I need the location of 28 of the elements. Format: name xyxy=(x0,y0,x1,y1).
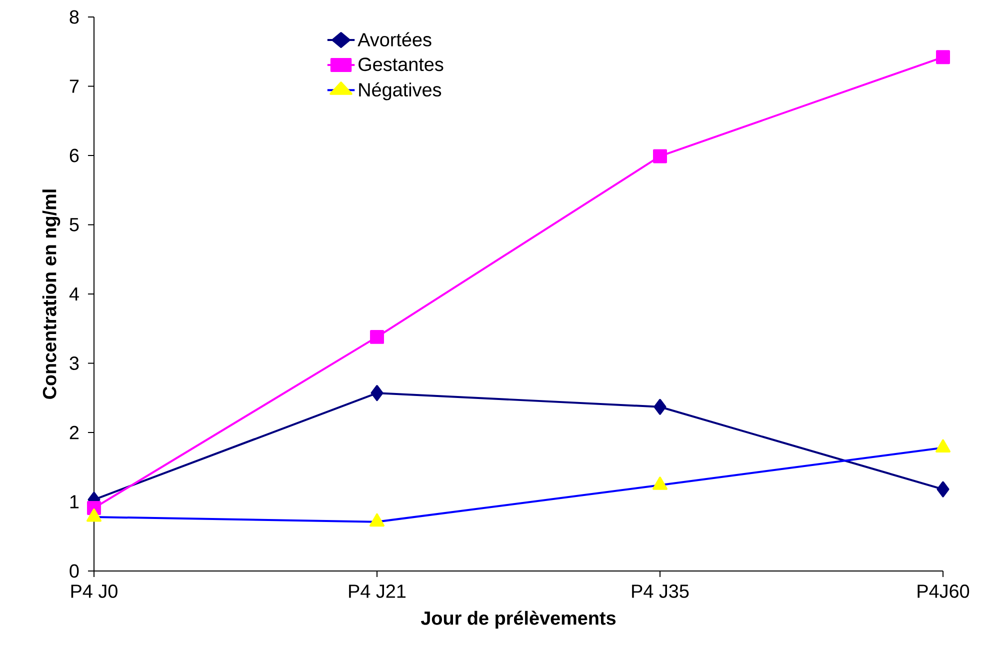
y-tick-label: 6 xyxy=(70,148,79,162)
legend-label: Négatives xyxy=(359,82,442,100)
point xyxy=(936,439,951,452)
point xyxy=(936,481,950,498)
point xyxy=(370,513,384,527)
legend-label: Gestantes xyxy=(358,58,444,72)
y-axis-title: Concentration en ng/ml xyxy=(42,190,60,399)
point xyxy=(370,330,384,344)
y-tick-label: 7 xyxy=(70,80,79,93)
point xyxy=(370,385,384,402)
y-tick-label: 1 xyxy=(70,495,79,508)
y-tick-label: 8 xyxy=(70,10,79,24)
x-tick-label: P4 J21 xyxy=(349,584,406,598)
point xyxy=(653,149,668,164)
x-tick-label: P4J60 xyxy=(918,584,970,598)
point xyxy=(654,398,666,415)
point xyxy=(86,508,102,522)
x-tick-label: P4 J35 xyxy=(632,584,689,598)
point xyxy=(936,50,950,64)
x-tick-label: P4 J0 xyxy=(71,584,118,598)
y-tick-label: 5 xyxy=(70,218,79,232)
legend-label: Avortées xyxy=(358,32,432,46)
y-tick-label: 0 xyxy=(70,564,79,578)
point xyxy=(652,476,668,490)
y-tick-label: 3 xyxy=(70,356,79,370)
y-tick-label: 4 xyxy=(69,287,79,301)
y-tick-label: 2 xyxy=(70,426,79,440)
x-axis-title: Jour de prélèvements xyxy=(420,610,616,629)
